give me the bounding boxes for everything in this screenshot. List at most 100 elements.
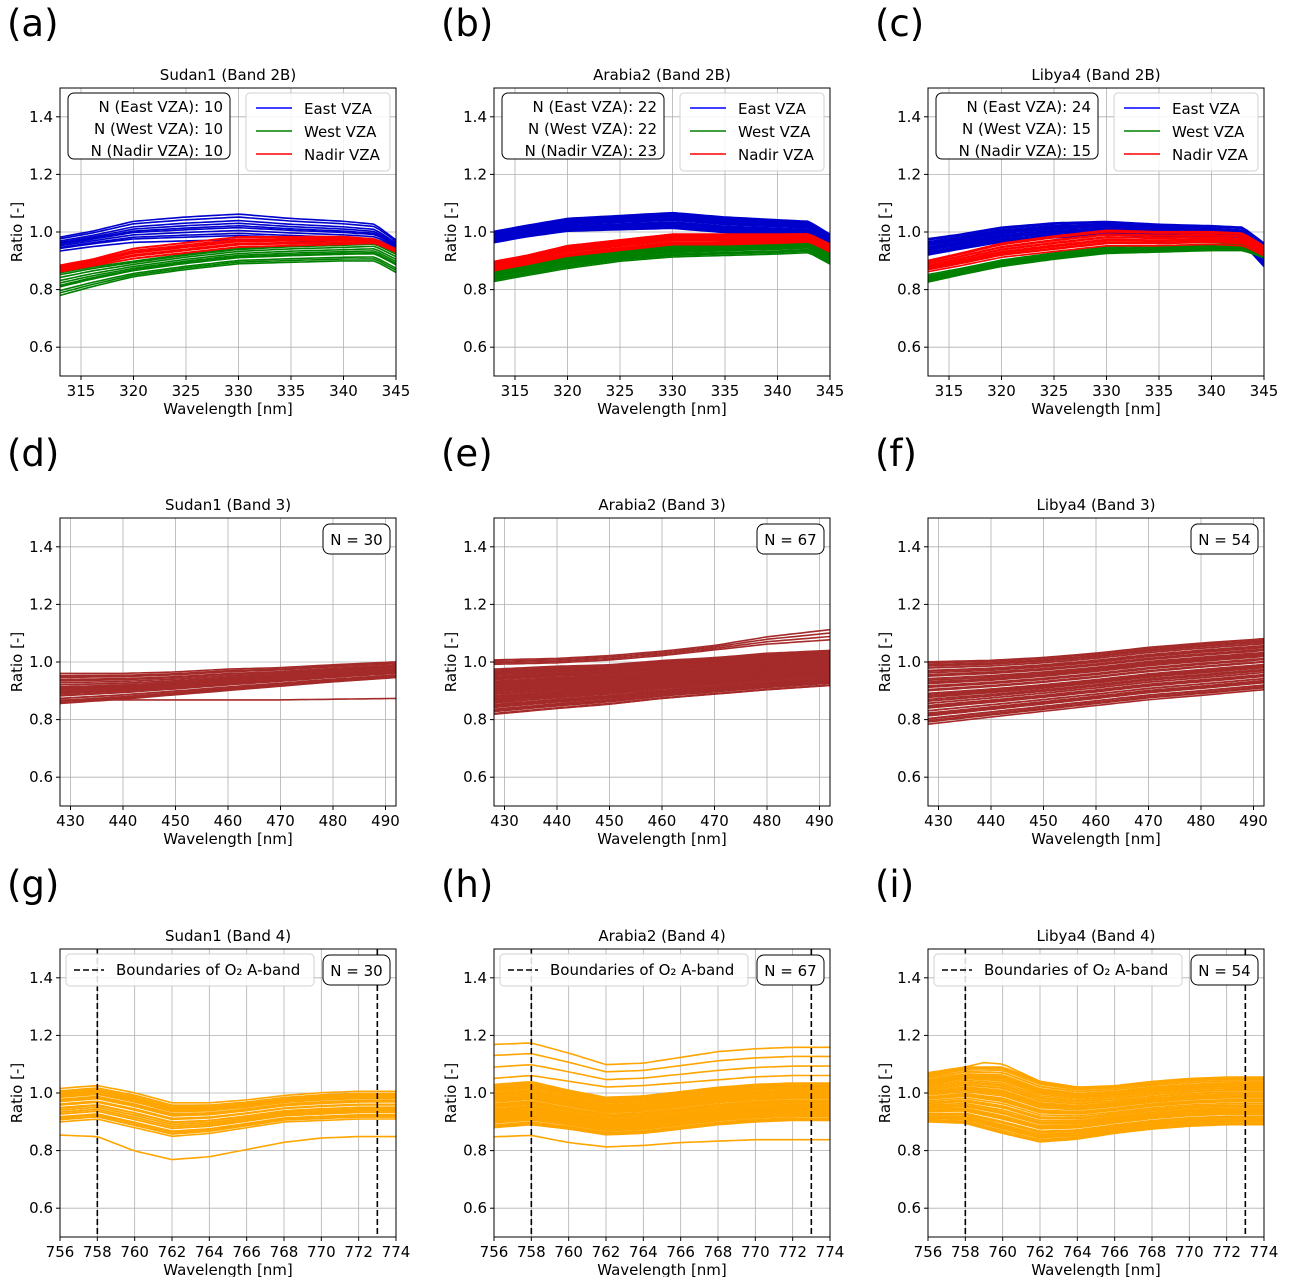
series-line	[928, 235, 1264, 266]
data-lines	[494, 211, 830, 283]
series-line	[928, 1086, 1264, 1107]
series-line	[60, 237, 396, 268]
y-axis-label: Ratio [-]	[442, 202, 460, 262]
y-tick-label: 1.4	[29, 538, 53, 556]
series-line	[60, 661, 396, 675]
x-tick-label: 774	[816, 1243, 845, 1261]
info-line: N (West VZA): 15	[962, 120, 1091, 138]
series-line	[928, 669, 1264, 702]
series-line	[494, 1117, 830, 1134]
series-line	[928, 225, 1264, 252]
series-line	[928, 651, 1264, 680]
y-tick-label: 0.8	[463, 1142, 487, 1160]
series-line	[928, 1105, 1264, 1125]
info-line: N (East VZA): 10	[98, 98, 223, 116]
series-line	[60, 1113, 396, 1132]
n-label: N = 54	[1198, 531, 1250, 549]
series-line	[494, 1112, 830, 1129]
legend-label: East VZA	[1172, 100, 1241, 118]
x-axis-label: Wavelength [nm]	[1031, 1261, 1161, 1277]
panel-letter: (g)	[7, 863, 59, 906]
y-tick-label: 1.4	[463, 969, 487, 987]
n-label: N = 30	[330, 531, 382, 549]
series-line	[928, 681, 1264, 716]
x-tick-label: 766	[1100, 1243, 1129, 1261]
y-axis-label: Ratio [-]	[442, 1063, 460, 1123]
series-line	[494, 1134, 830, 1148]
x-tick-label: 440	[109, 812, 138, 830]
series-line	[928, 648, 1264, 676]
series-line	[494, 670, 830, 697]
series-line	[928, 1092, 1264, 1113]
legend-label: West VZA	[1172, 123, 1245, 141]
x-axis-label: Wavelength [nm]	[597, 1261, 727, 1277]
series-line	[928, 664, 1264, 696]
panel-h: (h) Arabia2 (Band 4) 756 758 760 762 764 766 768…	[441, 863, 844, 1277]
series-line	[494, 1109, 830, 1126]
series-line	[494, 1084, 830, 1102]
x-tick-label: 764	[195, 1243, 224, 1261]
x-tick-label: 480	[1187, 812, 1216, 830]
series-line	[60, 1084, 396, 1104]
x-tick-label: 762	[1026, 1243, 1055, 1261]
series-line	[928, 668, 1264, 701]
series-line	[928, 673, 1264, 707]
series-line	[928, 1112, 1264, 1133]
series-line	[60, 242, 396, 273]
series-line	[494, 659, 830, 683]
x-tick-label: 330	[1092, 382, 1121, 400]
series-line	[60, 1104, 396, 1123]
x-tick-label: 345	[1250, 382, 1279, 400]
info-line: N (West VZA): 22	[528, 120, 657, 138]
boundary-legend-label: Boundaries of O₂ A-band	[116, 961, 300, 979]
x-tick-label: 440	[977, 812, 1006, 830]
x-tick-label: 325	[172, 382, 201, 400]
x-tick-label: 430	[490, 812, 519, 830]
x-tick-label: 756	[480, 1243, 509, 1261]
series-line	[494, 655, 830, 678]
series-line	[494, 628, 830, 661]
info-box	[67, 92, 231, 160]
x-tick-label: 764	[1063, 1243, 1092, 1261]
panel-title: Arabia2 (Band 3)	[598, 496, 725, 514]
y-tick-label: 1.2	[29, 1026, 53, 1044]
x-tick-label: 490	[805, 812, 834, 830]
x-tick-label: 450	[1029, 812, 1058, 830]
info-box	[501, 92, 665, 160]
info-line: N (East VZA): 24	[966, 98, 1091, 116]
series-line	[494, 1089, 830, 1106]
series-line	[494, 1107, 830, 1124]
series-line	[60, 229, 396, 247]
series-line	[60, 247, 396, 282]
y-tick-label: 0.6	[463, 338, 487, 356]
series-line	[494, 1074, 830, 1088]
panel-f: (f) Libya4 (Band 3) 430 440 450 460 470 480 490 0…	[875, 432, 1268, 848]
y-tick-label: 1.2	[897, 595, 921, 613]
series-line	[494, 675, 830, 703]
series-line	[494, 651, 830, 672]
series-line	[494, 668, 830, 694]
series-line	[928, 644, 1264, 672]
series-line	[928, 654, 1264, 683]
series-line	[494, 1115, 830, 1132]
panel-letter: (b)	[441, 2, 493, 45]
series-line	[928, 233, 1264, 265]
data-lines	[60, 213, 396, 297]
series-line	[60, 226, 396, 246]
y-tick-label: 0.6	[897, 1199, 921, 1217]
x-tick-label: 766	[232, 1243, 261, 1261]
legend-label: Nadir VZA	[1172, 146, 1249, 164]
data-lines	[494, 1042, 830, 1148]
x-tick-label: 772	[778, 1243, 807, 1261]
panel-title: Sudan1 (Band 4)	[165, 927, 291, 945]
series-line	[494, 1052, 830, 1073]
series-line	[60, 664, 396, 681]
series-line	[494, 667, 830, 693]
series-line	[494, 1083, 830, 1101]
x-axis-label: Wavelength [nm]	[597, 400, 727, 418]
y-axis-label: Ratio [-]	[876, 1063, 894, 1123]
x-tick-label: 756	[914, 1243, 943, 1261]
data-lines	[928, 1061, 1264, 1143]
series-line	[928, 649, 1264, 677]
x-tick-label: 345	[382, 382, 411, 400]
